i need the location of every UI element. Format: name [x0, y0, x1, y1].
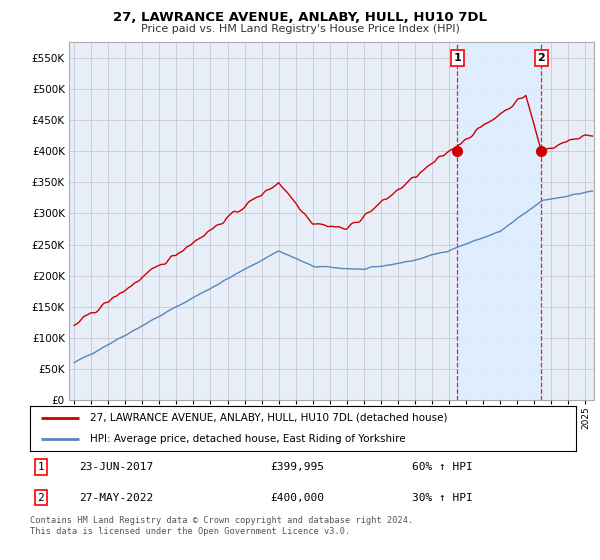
Text: £400,000: £400,000 [270, 493, 324, 503]
Text: 60% ↑ HPI: 60% ↑ HPI [412, 462, 473, 472]
Text: 27-MAY-2022: 27-MAY-2022 [79, 493, 154, 503]
Text: 27, LAWRANCE AVENUE, ANLABY, HULL, HU10 7DL (detached house): 27, LAWRANCE AVENUE, ANLABY, HULL, HU10 … [90, 413, 448, 423]
Text: Price paid vs. HM Land Registry's House Price Index (HPI): Price paid vs. HM Land Registry's House … [140, 24, 460, 34]
Text: £399,995: £399,995 [270, 462, 324, 472]
Text: 30% ↑ HPI: 30% ↑ HPI [412, 493, 473, 503]
Text: 2: 2 [38, 493, 44, 503]
Text: 23-JUN-2017: 23-JUN-2017 [79, 462, 154, 472]
Text: 1: 1 [454, 53, 461, 63]
Text: 27, LAWRANCE AVENUE, ANLABY, HULL, HU10 7DL: 27, LAWRANCE AVENUE, ANLABY, HULL, HU10 … [113, 11, 487, 24]
Bar [457, 42, 541, 400]
Text: HPI: Average price, detached house, East Riding of Yorkshire: HPI: Average price, detached house, East… [90, 434, 406, 444]
Text: Contains HM Land Registry data © Crown copyright and database right 2024.
This d: Contains HM Land Registry data © Crown c… [30, 516, 413, 536]
Text: 2: 2 [538, 53, 545, 63]
Text: 1: 1 [38, 462, 44, 472]
